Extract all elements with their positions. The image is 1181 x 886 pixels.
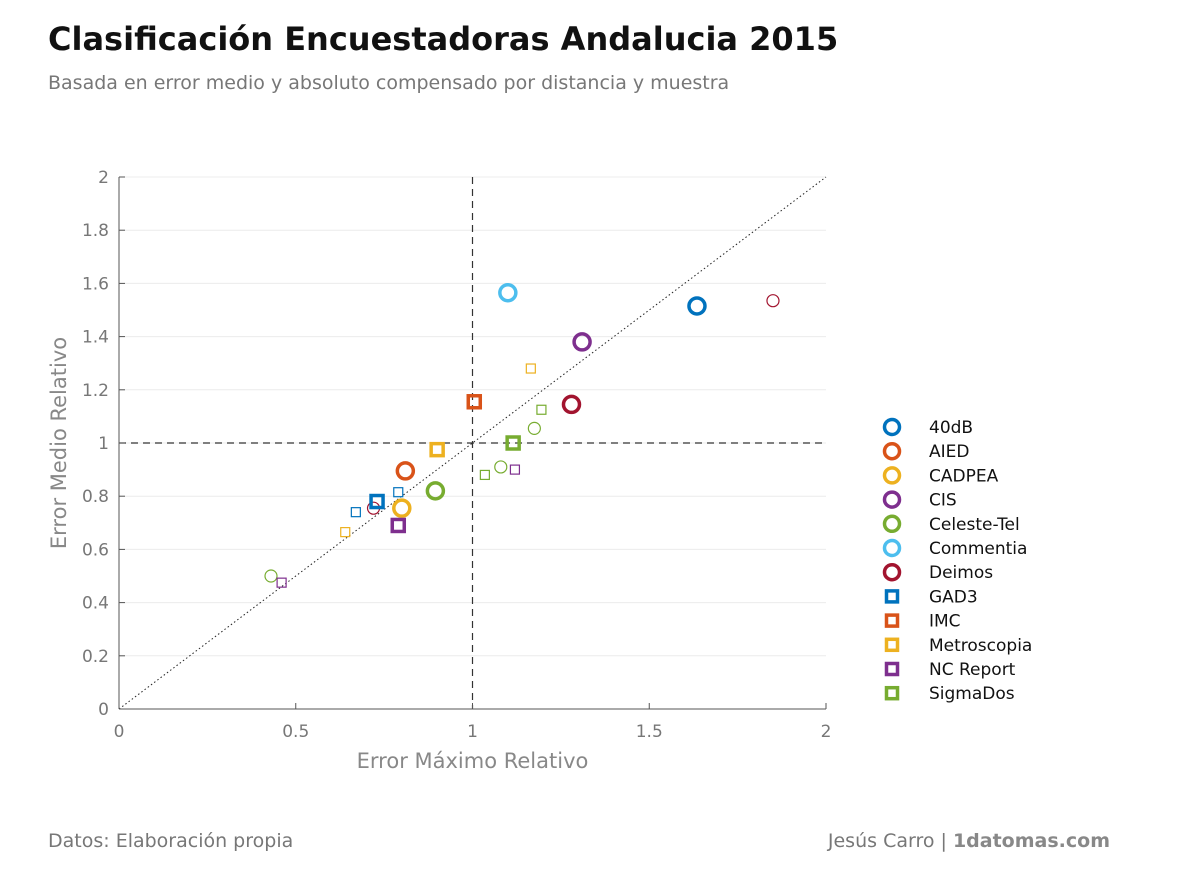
- y-tick-label-6: 1.2: [82, 381, 109, 401]
- point-gad3-1: [393, 487, 404, 498]
- point-sigmados-0: [505, 435, 521, 451]
- legend-marker-nc-report: [884, 661, 900, 677]
- grid-lines: [119, 176, 826, 657]
- data-source: Datos: Elaboración propia: [48, 830, 294, 852]
- point-deimos-1: [766, 294, 780, 308]
- diagonal-reference-line: [118, 176, 827, 710]
- chart-subtitle: Basada en error medio y absoluto compens…: [48, 72, 730, 94]
- y-tick-label-7: 1.4: [82, 328, 109, 348]
- point-nc-report-1: [509, 464, 521, 475]
- x-tick-label-4: 2: [821, 722, 832, 742]
- point-cis-0: [572, 332, 592, 352]
- legend-label-nc-report: NC Report: [929, 660, 1016, 680]
- point-cadpea-0: [392, 498, 412, 518]
- y-tick-label-9: 1.8: [82, 221, 109, 241]
- point-nc-report-0: [390, 517, 407, 534]
- legend-marker-cadpea: [882, 466, 902, 485]
- point-sigmados-1: [536, 404, 547, 415]
- point-sigmados-2: [479, 469, 490, 481]
- legend-marker-gad3: [884, 589, 900, 604]
- legend-label-gad3: GAD3: [929, 587, 978, 607]
- y-tick-label-10: 2: [98, 168, 109, 188]
- legend-marker-metroscopia: [884, 637, 900, 653]
- axes: 0 0.2 0.4 0.6 0.8 1 1.2 1.4 1.6 1.8 2 0 0.5 1 1.5 2: [82, 168, 831, 742]
- x-tick-label-1: 0.5: [282, 722, 309, 742]
- point-40db-0: [687, 296, 707, 316]
- legend-label-aied: AIED: [929, 442, 969, 462]
- point-celeste-tel-2: [494, 460, 508, 474]
- chart-title: Clasificación Encuestadoras Andalucia 20…: [48, 20, 839, 58]
- author-credit: Jesús Carro | 1datomas.com: [828, 830, 1110, 852]
- y-tick-label-8: 1.6: [82, 274, 109, 294]
- legend-marker-40db: [882, 417, 902, 437]
- point-commentia-0: [498, 282, 518, 303]
- y-tick-label-0: 0: [98, 700, 109, 720]
- legend-label-deimos: Deimos: [929, 563, 993, 583]
- legend-marker-celeste-tel: [882, 514, 902, 534]
- point-aied-0: [395, 461, 416, 481]
- data-points: [264, 282, 780, 588]
- x-tick-label-0: 0: [114, 722, 125, 742]
- legend-marker-sigmados: [884, 685, 900, 701]
- point-deimos-0: [561, 394, 582, 415]
- legend-label-imc: IMC: [929, 612, 961, 632]
- x-tick-label-2: 1: [467, 722, 478, 742]
- point-nc-report-2: [276, 577, 287, 588]
- reference-lines: [118, 176, 827, 710]
- legend-marker-imc: [884, 613, 900, 628]
- legend-label-commentia: Commentia: [929, 539, 1027, 559]
- legend-label-sigmados: SigmaDos: [929, 684, 1015, 704]
- point-gad3-2: [350, 507, 361, 518]
- legend-marker-aied: [882, 441, 902, 461]
- point-imc-0: [466, 394, 483, 410]
- point-celeste-tel-3: [264, 569, 278, 583]
- legend-label-metroscopia: Metroscopia: [929, 636, 1032, 656]
- author-name: Jesús Carro |: [827, 830, 953, 852]
- point-metroscopia-0: [429, 441, 445, 458]
- x-axis-label: Error Máximo Relativo: [357, 749, 589, 773]
- x-tick-label-3: 1.5: [636, 722, 663, 742]
- y-tick-label-4: 0.8: [82, 487, 109, 507]
- y-tick-label-1: 0.2: [82, 647, 109, 667]
- legend-marker-cis: [882, 490, 902, 509]
- legend-label-cadpea: CADPEA: [929, 466, 999, 486]
- site-name: 1datomas.com: [952, 830, 1110, 852]
- point-metroscopia-1: [525, 363, 536, 374]
- point-metroscopia-2: [340, 527, 351, 538]
- y-tick-label-2: 0.4: [82, 594, 109, 614]
- point-gad3-0: [369, 493, 385, 510]
- legend: 40dB AIED CADPEA CIS Celeste-Tel Commentia Dei…: [882, 417, 1032, 704]
- legend-label-celeste-tel: Celeste-Tel: [929, 515, 1020, 535]
- point-celeste-tel-1: [527, 421, 541, 435]
- y-tick-label-5: 1: [98, 434, 109, 454]
- legend-label-cis: CIS: [929, 491, 957, 511]
- point-celeste-tel-0: [425, 481, 446, 501]
- y-axis-label: Error Medio Relativo: [47, 337, 71, 549]
- legend-marker-commentia: [882, 538, 902, 558]
- legend-label-40db: 40dB: [929, 418, 973, 438]
- legend-marker-deimos: [882, 562, 902, 582]
- y-tick-label-3: 0.6: [82, 540, 109, 560]
